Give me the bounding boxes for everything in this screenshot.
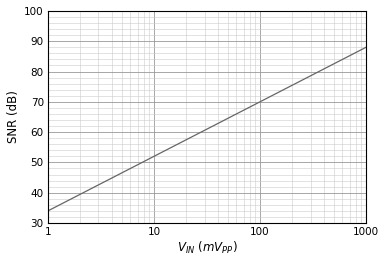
Y-axis label: SNR (dB): SNR (dB): [7, 90, 20, 143]
X-axis label: $V_{IN}\ (mV_{PP})$: $V_{IN}\ (mV_{PP})$: [176, 240, 237, 256]
